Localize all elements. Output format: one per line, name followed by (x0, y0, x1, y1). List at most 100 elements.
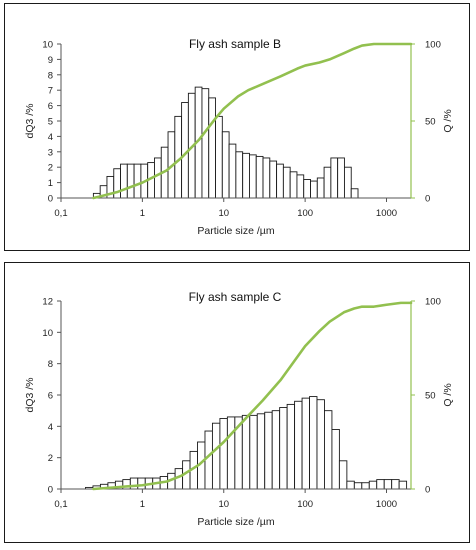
histogram-bar (282, 166, 291, 199)
histogram-bar (241, 414, 251, 490)
histogram-bar (337, 157, 345, 199)
left-tick-label: 0 (48, 194, 53, 205)
right-axis-label: Q /% (442, 383, 454, 406)
histogram-bar (255, 155, 264, 199)
left-tick-label: 10 (42, 40, 53, 51)
histogram-bar (133, 163, 142, 199)
histogram-bar (376, 479, 385, 490)
histogram-bar (294, 400, 303, 490)
histogram-bar (201, 88, 210, 199)
histogram-bar (303, 179, 311, 199)
right-tick-label: 50 (425, 391, 436, 402)
histogram-bar (208, 97, 216, 199)
histogram-bar (215, 115, 223, 199)
histogram-bar (316, 177, 325, 199)
left-tick-label: 10 (42, 328, 53, 339)
histogram-bar (269, 160, 278, 199)
x-tick-label: 1 (140, 208, 145, 219)
left-axis-label: dQ3 /% (24, 377, 36, 412)
histogram-bar (289, 171, 298, 199)
chart-panel-fly-ash-b: 0 1 2 3 4 5 6 7 8 9 10 0 50 100 0,1 1 10 100 1000 Fly ash s… (4, 3, 470, 251)
histogram-bar (228, 143, 237, 199)
histogram-bar (279, 407, 288, 490)
histogram-bar (235, 151, 244, 199)
left-tick-label: 4 (48, 132, 53, 143)
histogram-bar (271, 410, 281, 490)
histogram-bar (219, 418, 228, 490)
cumulative-line (92, 42, 413, 200)
histogram-bar (256, 413, 266, 490)
histogram-bar (264, 411, 273, 490)
x-tick-label: 0,1 (54, 499, 67, 510)
chart-title: Fly ash sample B (189, 37, 281, 51)
right-tick-label: 100 (425, 297, 441, 308)
histogram-bar (316, 399, 325, 490)
histogram-bar (310, 180, 318, 199)
histogram-bar (262, 157, 271, 199)
histogram-bar (398, 480, 408, 490)
histogram-bars (92, 86, 359, 199)
left-tick-label: 2 (48, 453, 53, 464)
x-tick-label: 100 (297, 499, 313, 510)
x-tick-label: 0,1 (54, 208, 67, 219)
histogram-bar (346, 480, 355, 490)
histogram-bar (296, 174, 305, 199)
x-tick-label: 1000 (376, 208, 397, 219)
histogram-bar (248, 154, 257, 199)
left-tick-label: 4 (48, 422, 53, 433)
left-tick-label: 8 (48, 70, 53, 81)
histogram-bar (301, 397, 311, 490)
x-tick-label: 1000 (376, 499, 397, 510)
histogram-bar (391, 479, 400, 490)
chart-svg-fly-ash-c: 0 2 4 6 8 10 12 0 50 100 0,1 1 10 100 1000 Fly ash samp… (24, 290, 454, 528)
histogram-bar (126, 163, 135, 199)
histogram-bar (338, 460, 348, 490)
left-tick-label: 1 (48, 178, 53, 189)
x-axis-label: Particle size /µm (197, 225, 274, 237)
x-axis-label: Particle size /µm (197, 516, 274, 528)
right-tick-label: 100 (425, 40, 441, 51)
histogram-bar (344, 166, 352, 199)
left-axis-label: dQ3 /% (24, 103, 36, 138)
histogram-bar (383, 479, 393, 490)
left-tick-label: 2 (48, 163, 53, 174)
left-tick-label: 6 (48, 391, 53, 402)
histogram-bar (276, 163, 284, 199)
histogram-bar (286, 403, 296, 490)
histogram-bar (323, 166, 332, 199)
histogram-bar (154, 157, 162, 199)
histogram-bar (226, 416, 236, 490)
histogram-bar (368, 480, 378, 490)
right-tick-label: 0 (425, 485, 430, 496)
left-tick-label: 5 (48, 117, 53, 128)
chart-title: Fly ash sample C (189, 290, 282, 304)
histogram-bar (353, 482, 363, 490)
right-tick-label: 0 (425, 194, 430, 205)
histogram-bar (361, 482, 370, 490)
left-tick-label: 0 (48, 485, 53, 496)
left-tick-label: 12 (42, 297, 53, 308)
x-tick-label: 1 (140, 499, 145, 510)
left-tick-label: 7 (48, 86, 53, 97)
histogram-bar (137, 477, 146, 490)
right-tick-label: 50 (425, 117, 436, 128)
histogram-bar (249, 414, 258, 490)
left-tick-label: 3 (48, 147, 53, 158)
histogram-bars (85, 396, 408, 490)
left-tick-label: 8 (48, 359, 53, 370)
right-axis-label: Q /% (442, 109, 454, 132)
histogram-bar (211, 422, 221, 490)
x-tick-label: 10 (218, 499, 229, 510)
left-tick-label: 9 (48, 55, 53, 66)
histogram-bar (331, 429, 340, 490)
x-tick-label: 10 (218, 208, 229, 219)
histogram-bar (242, 152, 250, 199)
chart-panel-fly-ash-c: 0 2 4 6 8 10 12 0 50 100 0,1 1 10 100 1000 Fly ash samp… (4, 262, 470, 543)
x-tick-label: 100 (297, 208, 313, 219)
histogram-bar (309, 396, 318, 490)
histogram-bar (221, 131, 230, 199)
left-tick-label: 6 (48, 101, 53, 112)
histogram-bar (324, 410, 333, 490)
histogram-bar (330, 157, 339, 199)
